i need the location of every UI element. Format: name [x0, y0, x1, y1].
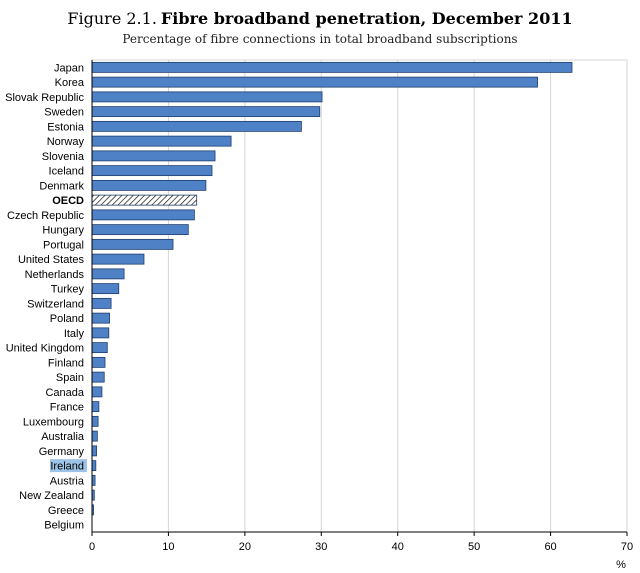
- figure-title: Fibre broadband penetration, December 20…: [160, 9, 573, 28]
- bar-denmark: [91, 179, 207, 191]
- x-tick-label: 60: [544, 541, 556, 553]
- category-label-italy: Italy: [64, 328, 85, 340]
- x-tick-label: 70: [621, 541, 633, 553]
- bar-norway: [91, 135, 232, 147]
- category-label-estonia: Estonia: [47, 121, 85, 133]
- category-label-slovenia: Slovenia: [42, 151, 85, 163]
- category-label-finland: Finland: [48, 357, 84, 369]
- bar-poland: [91, 312, 110, 324]
- bars: [91, 61, 573, 530]
- bar-canada: [91, 386, 103, 398]
- category-labels: Japan Korea Slovak Republic Sweden Estonia No…: [5, 62, 87, 532]
- bar-netherlands: [91, 268, 125, 280]
- category-label-canada: Canada: [45, 387, 84, 399]
- chart-title: Figure 2.1. Fibre broadband penetration, …: [0, 8, 640, 30]
- bar-spain: [91, 371, 105, 383]
- category-label-turkey: Turkey: [51, 284, 85, 296]
- category-label-switzerland: Switzerland: [27, 298, 84, 310]
- chart-subtitle: Percentage of fibre connections in total…: [122, 32, 518, 46]
- bar-germany: [91, 445, 97, 457]
- category-label-iceland: Iceland: [49, 166, 84, 178]
- category-label-greece: Greece: [48, 505, 84, 517]
- category-label-denmark: Denmark: [39, 180, 84, 192]
- x-tick-label: 40: [392, 541, 404, 553]
- category-label-australia: Australia: [41, 431, 85, 443]
- category-label-hungary: Hungary: [42, 225, 84, 237]
- bar-hungary: [91, 224, 189, 236]
- bar-france: [91, 401, 100, 413]
- bar-turkey: [91, 283, 120, 295]
- bar-luxembourg: [91, 415, 99, 427]
- category-label-united-kingdom: United Kingdom: [6, 343, 84, 355]
- bar-portugal: [91, 238, 174, 250]
- bar-sweden: [91, 106, 321, 118]
- x-tick-label: 50: [468, 541, 480, 553]
- category-label-czech-republic: Czech Republic: [7, 210, 85, 222]
- category-label-spain: Spain: [56, 372, 84, 384]
- x-tick-label: 20: [239, 541, 251, 553]
- category-label-portugal: Portugal: [43, 239, 84, 251]
- x-axis: 0 10 20 30 40 50 60 70%: [89, 60, 633, 571]
- bar-oecd: [91, 194, 198, 206]
- x-tick-label: 30: [315, 541, 327, 553]
- category-label-belgium: Belgium: [44, 520, 84, 532]
- bar-estonia: [91, 120, 302, 132]
- category-label-norway: Norway: [47, 136, 85, 148]
- category-label-korea: Korea: [55, 77, 85, 89]
- category-label-netherlands: Netherlands: [25, 269, 85, 281]
- bar-iceland: [91, 165, 213, 177]
- bar-united-kingdom: [91, 342, 108, 354]
- category-label-sweden: Sweden: [44, 107, 84, 119]
- category-label-united-states: United States: [18, 254, 85, 266]
- bar-australia: [91, 430, 98, 442]
- bar-slovenia: [91, 150, 216, 162]
- category-label-luxembourg: Luxembourg: [23, 416, 84, 428]
- bar-czech-republic: [91, 209, 195, 221]
- bar-ireland: [91, 460, 97, 472]
- category-label-oecd: OECD: [52, 195, 84, 207]
- bar-finland: [91, 356, 106, 368]
- category-label-poland: Poland: [50, 313, 84, 325]
- category-label-slovak-republic: Slovak Republic: [5, 92, 84, 104]
- category-label-germany: Germany: [39, 446, 85, 458]
- bar-switzerland: [91, 297, 112, 309]
- figure-label: Figure 2.1.: [67, 9, 157, 28]
- chart-header: Figure 2.1. Fibre broadband penetration, …: [0, 8, 640, 47]
- bar-slovak-republic: [91, 91, 323, 103]
- category-label-austria: Austria: [50, 475, 85, 487]
- category-label-france: France: [50, 402, 84, 414]
- x-tick-label: 10: [162, 541, 174, 553]
- category-label-japan: Japan: [54, 62, 84, 74]
- bar-united-states: [91, 253, 145, 265]
- category-label-new-zealand: New Zealand: [19, 490, 84, 502]
- bar-italy: [91, 327, 110, 339]
- x-axis-label: %: [616, 559, 626, 571]
- bar-japan: [91, 61, 573, 73]
- x-tick-label: 0: [89, 541, 95, 553]
- bar-korea: [91, 76, 538, 88]
- category-label-ireland: Ireland: [50, 461, 84, 473]
- label-highlight-ireland: [50, 459, 87, 473]
